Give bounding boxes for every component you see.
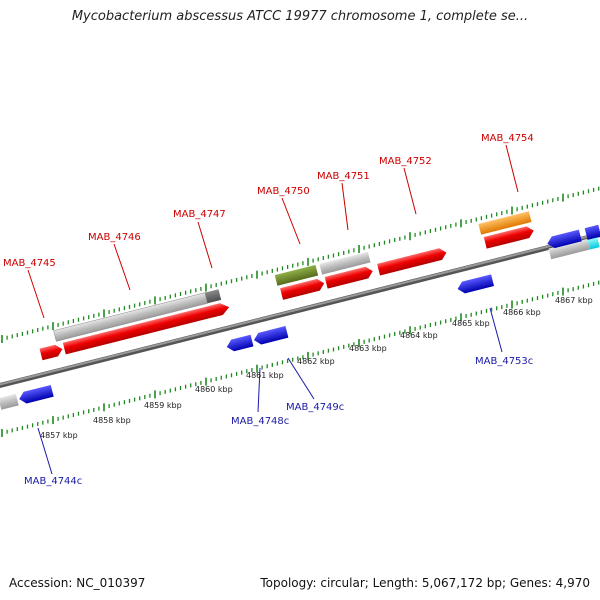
plus-leader-lines: [27, 144, 519, 319]
gene-mab-4749c[interactable]: [252, 326, 289, 346]
kbp-label-4861: 4861 kbp: [246, 371, 284, 380]
minus-strand-features: [0, 224, 600, 410]
kbp-label-4863: 4863 kbp: [349, 344, 387, 353]
kbp-label-4858: 4858 kbp: [93, 416, 131, 425]
scale-ticks: [1, 186, 600, 437]
label-mab-4751[interactable]: MAB_4751: [317, 171, 370, 182]
gene-mab-4754[interactable]: [478, 211, 535, 249]
plus-gene-labels: MAB_4745 MAB_4746 MAB_4747 MAB_4750 MAB_…: [3, 133, 534, 269]
gene-mab-4750[interactable]: [274, 264, 326, 300]
gene-mab-4744c[interactable]: [0, 384, 54, 410]
gene-partial-right-minus[interactable]: [546, 224, 600, 250]
plus-strand-features: [39, 211, 600, 361]
kbp-label-4864: 4864 kbp: [400, 331, 438, 340]
genome-summary-text: Topology: circular; Length: 5,067,172 bp…: [260, 576, 590, 590]
kbp-label-4860: 4860 kbp: [195, 385, 233, 394]
chromosome-backbone: [0, 231, 600, 389]
gene-partial-right[interactable]: [548, 236, 600, 260]
kbp-label-4865: 4865 kbp: [452, 319, 490, 328]
kbp-label-4857: 4857 kbp: [40, 431, 78, 440]
kbp-label-4867: 4867 kbp: [555, 296, 593, 305]
minus-gene-labels: MAB_4744c MAB_4748c MAB_4749c MAB_4753c: [24, 356, 533, 487]
accession-text: Accession: NC_010397: [9, 576, 146, 590]
label-mab-4750[interactable]: MAB_4750: [257, 186, 310, 197]
label-mab-4747[interactable]: MAB_4747: [173, 209, 226, 220]
label-mab-4752[interactable]: MAB_4752: [379, 156, 432, 167]
minus-leader-lines: [37, 307, 503, 475]
scale-labels: 4857 kbp 4858 kbp 4859 kbp 4860 kbp 4861…: [40, 296, 593, 440]
kbp-label-4862: 4862 kbp: [297, 357, 335, 366]
gene-mab-4747[interactable]: [210, 302, 228, 318]
gene-mab-4751[interactable]: [319, 251, 374, 289]
label-mab-4748c[interactable]: MAB_4748c: [231, 416, 289, 427]
label-mab-4746[interactable]: MAB_4746: [88, 232, 141, 243]
label-mab-4744c[interactable]: MAB_4744c: [24, 476, 82, 487]
gene-mab-4745[interactable]: [39, 343, 64, 361]
label-mab-4745[interactable]: MAB_4745: [3, 258, 56, 269]
label-mab-4753c[interactable]: MAB_4753c: [475, 356, 533, 367]
gene-mab-4746[interactable]: [53, 288, 231, 356]
gene-mab-4752[interactable]: [377, 247, 448, 276]
gene-mab-4748c[interactable]: [225, 334, 254, 353]
kbp-label-4866: 4866 kbp: [503, 308, 541, 317]
label-mab-4749c[interactable]: MAB_4749c: [286, 402, 344, 413]
page-title: Mycobacterium abscessus ATCC 19977 chrom…: [71, 9, 529, 24]
gene-mab-4753c[interactable]: [456, 274, 495, 294]
label-mab-4754[interactable]: MAB_4754: [481, 133, 534, 144]
kbp-label-4859: 4859 kbp: [144, 401, 182, 410]
